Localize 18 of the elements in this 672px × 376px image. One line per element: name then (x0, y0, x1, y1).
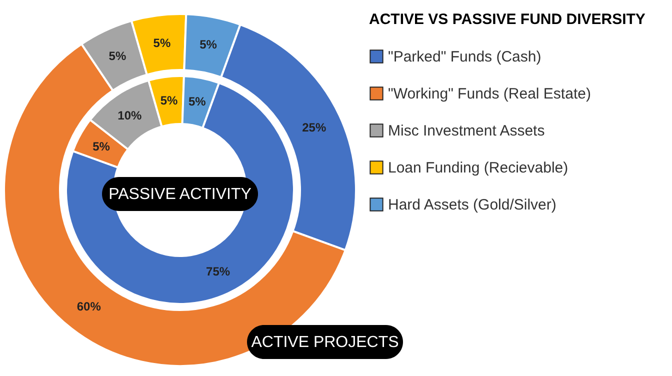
legend-label: Hard Assets (Gold/Silver) (388, 196, 556, 214)
slice-label: ACTIVE PROJECTS (251, 334, 399, 351)
data-label: 5% (160, 94, 178, 108)
data-label: 5% (153, 36, 171, 50)
data-label: 60% (76, 300, 102, 314)
legend-label: Loan Funding (Recievable) (388, 160, 568, 176)
data-label: 25% (302, 120, 326, 134)
legend-label: Misc Investment Assets (388, 122, 545, 140)
data-label: 10% (118, 108, 142, 122)
data-label: 75% (206, 264, 230, 279)
slice-label: PASSIVE ACTIVITY (108, 186, 252, 203)
chart-title: ACTIVE VS PASSIVE FUND DIVERSITY (369, 11, 646, 28)
legend-label: "Parked" Funds (Cash) (388, 48, 542, 66)
legend-label: "Working" Funds (Real Estate) (388, 86, 591, 102)
data-label: 5% (108, 48, 126, 63)
data-label: 5% (188, 94, 206, 109)
data-label: 5% (200, 38, 218, 52)
data-label: 5% (92, 139, 110, 154)
